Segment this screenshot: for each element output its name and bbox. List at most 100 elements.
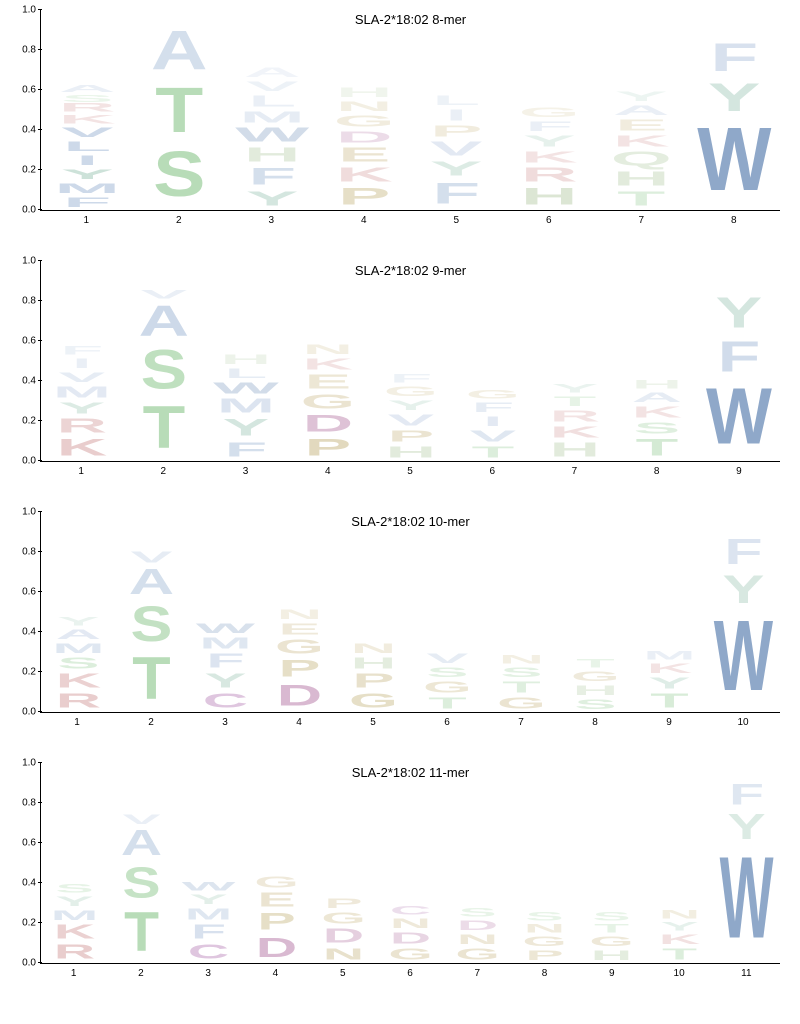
svg-text:N: N	[336, 100, 393, 114]
logo-letter: C	[382, 905, 439, 917]
ytick-label: 0.0	[22, 205, 36, 216]
ytick-label: 0.4	[22, 125, 36, 136]
svg-text:Y: Y	[708, 80, 760, 120]
ytick-label: 0.4	[22, 878, 36, 889]
logo-letter: S	[47, 656, 110, 672]
logo-letter: S	[129, 345, 199, 401]
svg-text:T: T	[143, 401, 186, 461]
xtick-label: 3	[268, 215, 274, 226]
logo-letter: F	[233, 166, 312, 190]
svg-text:G: G	[334, 114, 395, 130]
logo-letter: K	[638, 662, 701, 676]
xtick-label: 6	[407, 968, 413, 979]
logo-column: G P H N	[342, 512, 405, 712]
xtick-label: 7	[638, 215, 644, 226]
svg-text:S: S	[57, 656, 99, 672]
svg-text:F: F	[724, 536, 762, 572]
logo-letter: A	[47, 628, 110, 642]
logo-letter: G	[248, 875, 305, 891]
svg-text:Y: Y	[190, 893, 228, 907]
plot-area: SLA-2*18:02 11-mer R K M Y S T S A V C F	[40, 763, 780, 964]
logo-letter: K	[46, 923, 103, 943]
ytick-label: 0.6	[22, 336, 36, 347]
logo-letter: M	[47, 642, 110, 656]
logo-letter: G	[564, 670, 627, 684]
svg-text:Y: Y	[615, 90, 667, 104]
logo-letter: Y	[638, 676, 701, 692]
ytick-label: 0.8	[22, 547, 36, 558]
svg-text:M: M	[51, 909, 99, 923]
logo-letter: T	[651, 947, 708, 963]
logo-column: C Y F M W	[194, 512, 257, 712]
svg-text:P: P	[305, 437, 352, 461]
logo-letter: H	[583, 949, 640, 963]
svg-text:C: C	[390, 905, 431, 917]
xtick-label: 10	[737, 717, 748, 728]
logo-column: K R Y M V I F	[47, 261, 117, 461]
logo-letter: Y	[695, 80, 774, 120]
logo-letter: S	[46, 883, 103, 895]
logo-letter: D	[293, 413, 363, 437]
svg-text:P: P	[338, 186, 390, 210]
logo-letter: M	[46, 909, 103, 923]
logo-letter: R	[540, 409, 610, 425]
svg-text:K: K	[336, 166, 393, 186]
xtick-label: 4	[273, 968, 279, 979]
logo-letter: H	[376, 445, 446, 461]
logo-letter: G	[376, 385, 446, 399]
svg-text:F: F	[225, 441, 268, 461]
svg-text:P: P	[526, 949, 564, 963]
logo-letter: L	[48, 140, 127, 154]
logo-letter: V	[416, 652, 479, 666]
logo-column: H P V Y G F	[376, 261, 446, 461]
ytick-label: 0.0	[22, 958, 36, 969]
svg-text:M: M	[52, 642, 104, 656]
logo-column: D P E G	[248, 763, 305, 963]
logo-letter: Y	[194, 672, 257, 692]
xtick-label: 9	[736, 466, 742, 477]
svg-text:P: P	[324, 897, 362, 911]
logo-column: F Y M W L H	[211, 261, 281, 461]
logo-letter: S	[48, 92, 127, 102]
svg-text:N: N	[323, 947, 364, 963]
logo-letter: Y	[180, 893, 237, 907]
svg-text:S: S	[500, 666, 542, 680]
logo-column: T S A V	[113, 763, 170, 963]
logo-letter: W	[718, 847, 775, 963]
plot-area: SLA-2*18:02 8-mer F M Y I L V K R S A S	[40, 10, 780, 211]
svg-text:R: R	[550, 409, 600, 425]
svg-text:H: H	[385, 445, 435, 461]
svg-text:Y: Y	[660, 921, 698, 933]
svg-text:N: N	[390, 917, 431, 931]
logo-letter: H	[602, 170, 681, 190]
svg-text:N: N	[659, 909, 700, 921]
logo-letter: V	[129, 289, 199, 301]
svg-text:N: N	[524, 923, 565, 935]
svg-text:S: S	[61, 94, 113, 102]
logo-letter: H	[510, 186, 589, 210]
xtick-label: 8	[654, 466, 660, 477]
logo-column: P K E D G N H	[325, 10, 404, 210]
logo-letter: Y	[47, 616, 110, 628]
svg-text:F: F	[389, 373, 432, 385]
logo-letter: W	[211, 381, 281, 397]
svg-text:G: G	[254, 875, 298, 891]
logo-letter: G	[325, 114, 404, 130]
logo-letter: Y	[47, 401, 117, 417]
svg-text:Y: Y	[205, 672, 247, 692]
xtick-label: 6	[444, 717, 450, 728]
logo-letter: F	[704, 337, 774, 381]
ytick-label: 0.2	[22, 918, 36, 929]
svg-text:S: S	[426, 666, 468, 680]
logo-letter: E	[293, 373, 363, 393]
logo-letter: S	[564, 698, 627, 712]
xtick-label: 5	[370, 717, 376, 728]
logo-letter: F	[194, 652, 257, 672]
logo-letter: G	[510, 106, 589, 120]
svg-text:Y: Y	[430, 160, 482, 180]
logo-letter: G	[382, 947, 439, 963]
logo-letter: K	[510, 150, 589, 166]
ytick-label: 0.2	[22, 416, 36, 427]
logo-letter: G	[449, 947, 506, 963]
svg-text:R: R	[54, 943, 95, 963]
